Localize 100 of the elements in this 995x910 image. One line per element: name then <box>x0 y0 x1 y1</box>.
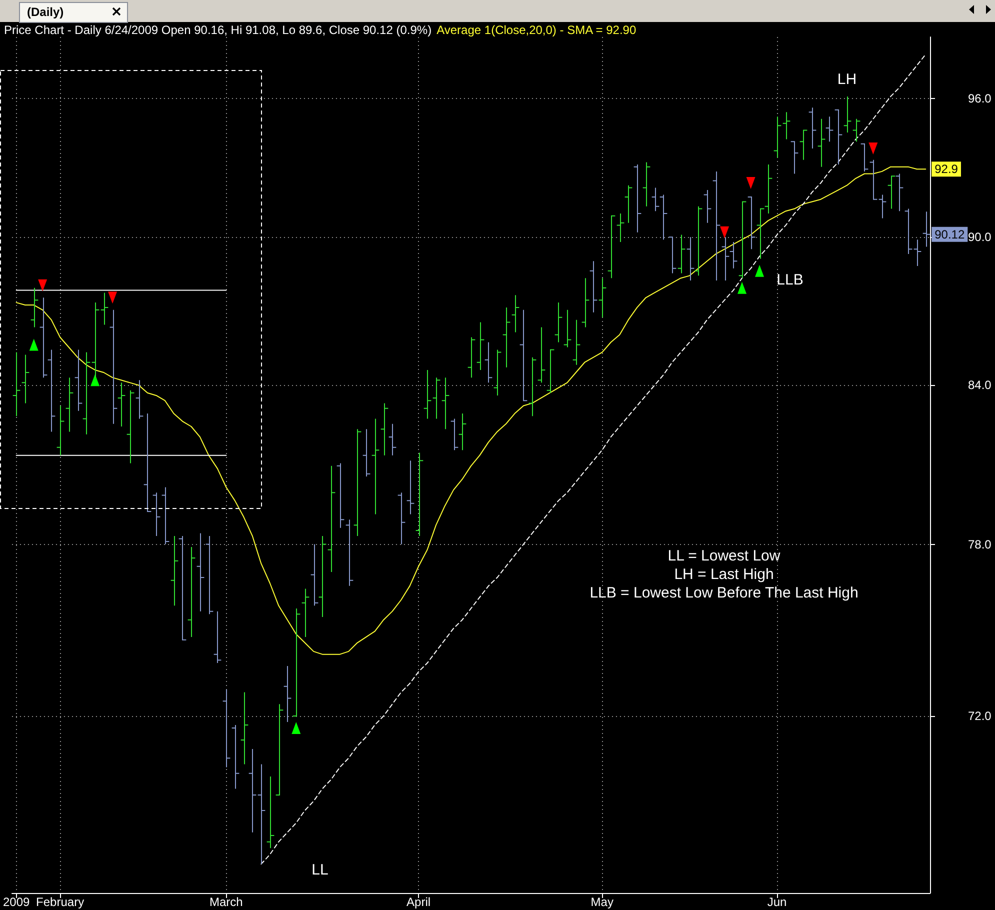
candlestick <box>74 349 83 412</box>
candlestick <box>12 352 21 417</box>
candlestick <box>450 418 459 451</box>
candlestick <box>546 349 555 394</box>
candlestick <box>30 287 39 328</box>
candlestick <box>65 377 74 432</box>
point <box>90 374 100 386</box>
candlestick <box>887 176 896 210</box>
candlestick <box>135 380 144 420</box>
candlestick <box>860 143 869 172</box>
text: (Daily) <box>27 5 64 19</box>
candlestick <box>152 492 161 537</box>
chart-subtitle: Average 1(Close,20,0) - SMA = 92.90 <box>436 23 636 37</box>
candlestick <box>222 688 231 768</box>
candlestick <box>598 278 607 318</box>
candlestick <box>109 309 118 424</box>
candlestick <box>117 382 126 427</box>
candlestick <box>205 536 214 615</box>
candlestick <box>476 322 485 370</box>
candlestick <box>318 536 327 618</box>
candlestick <box>607 215 616 279</box>
candlestick <box>843 96 852 133</box>
annotation: LH <box>837 70 857 88</box>
candlestick <box>764 164 773 214</box>
candlestick <box>834 109 843 166</box>
candlestick <box>283 665 292 722</box>
candlestick <box>187 546 196 638</box>
candlestick <box>554 302 563 343</box>
candlestick <box>904 208 913 254</box>
point <box>738 282 747 294</box>
candlestick <box>756 208 765 260</box>
candlestick <box>528 356 537 417</box>
candlestick <box>301 588 310 638</box>
candlestick <box>467 336 476 378</box>
x-tick-label: March <box>210 895 243 909</box>
candlestick <box>336 462 345 528</box>
x-tick-label: April <box>406 895 431 909</box>
annotation: LL <box>312 862 328 878</box>
candlestick <box>677 234 686 274</box>
candlestick <box>170 536 179 606</box>
candlestick <box>441 377 450 430</box>
x-tick-label: February <box>36 895 84 909</box>
candlestick <box>196 532 205 612</box>
candlestick <box>694 206 703 276</box>
y-tick-label: 78.0 <box>968 537 992 552</box>
x-tick-label: May <box>590 895 614 909</box>
candlestick <box>878 194 887 219</box>
point <box>755 264 764 277</box>
chart-title: Price Chart - Daily 6/24/2009 Open 90.16, Hi 91.08, Lo 89.6, Close 90.12 (0.9%) <box>4 23 432 37</box>
x-tick-label: 2009 <box>2 895 30 909</box>
candlestick <box>624 184 633 224</box>
candlestick <box>362 428 371 478</box>
candlestick <box>651 187 660 212</box>
candlestick <box>563 309 572 348</box>
point <box>720 226 730 238</box>
candlestick <box>799 130 808 160</box>
candlestick <box>703 190 712 224</box>
candlestick <box>248 748 257 833</box>
annotation: LLB <box>776 272 804 288</box>
candlestick <box>616 212 625 242</box>
candlestick <box>686 236 695 282</box>
candlestick <box>817 118 826 168</box>
candlestick <box>47 349 56 432</box>
candlestick <box>589 260 598 313</box>
candlestick <box>432 377 441 420</box>
y-tick-label: 84.0 <box>968 378 992 392</box>
candlestick <box>21 354 30 404</box>
candlestick <box>572 319 581 366</box>
candlestick <box>782 112 791 140</box>
candlestick <box>458 413 467 451</box>
candlestick <box>39 297 48 378</box>
line-series <box>16 166 926 655</box>
point <box>29 338 38 351</box>
candlestick <box>345 519 354 586</box>
candlestick <box>511 294 520 333</box>
candlestick <box>519 309 528 402</box>
candlestick <box>126 390 135 464</box>
line-series <box>260 54 926 865</box>
y-tick-label: 72.0 <box>968 709 992 724</box>
point <box>868 142 878 154</box>
candlestick <box>869 159 878 200</box>
candlestick <box>310 544 319 606</box>
candlestick <box>213 610 222 664</box>
candlestick <box>397 492 406 545</box>
candlestick <box>56 405 65 456</box>
candlestick <box>633 164 642 233</box>
y-tick-label: 90.0 <box>968 230 992 244</box>
candlestick <box>100 292 109 326</box>
data-label: 92.9 <box>934 162 958 176</box>
text: 90.12 <box>934 227 965 242</box>
annotation: LL = Lowest Low <box>668 548 780 564</box>
candlestick <box>493 349 502 396</box>
point <box>292 722 301 734</box>
candlestick <box>659 194 668 240</box>
candlestick <box>825 116 834 142</box>
point <box>746 177 756 190</box>
y-tick-label: 96.0 <box>968 92 992 106</box>
candlestick <box>581 278 590 328</box>
candlestick <box>729 241 738 269</box>
candlestick <box>415 452 424 537</box>
